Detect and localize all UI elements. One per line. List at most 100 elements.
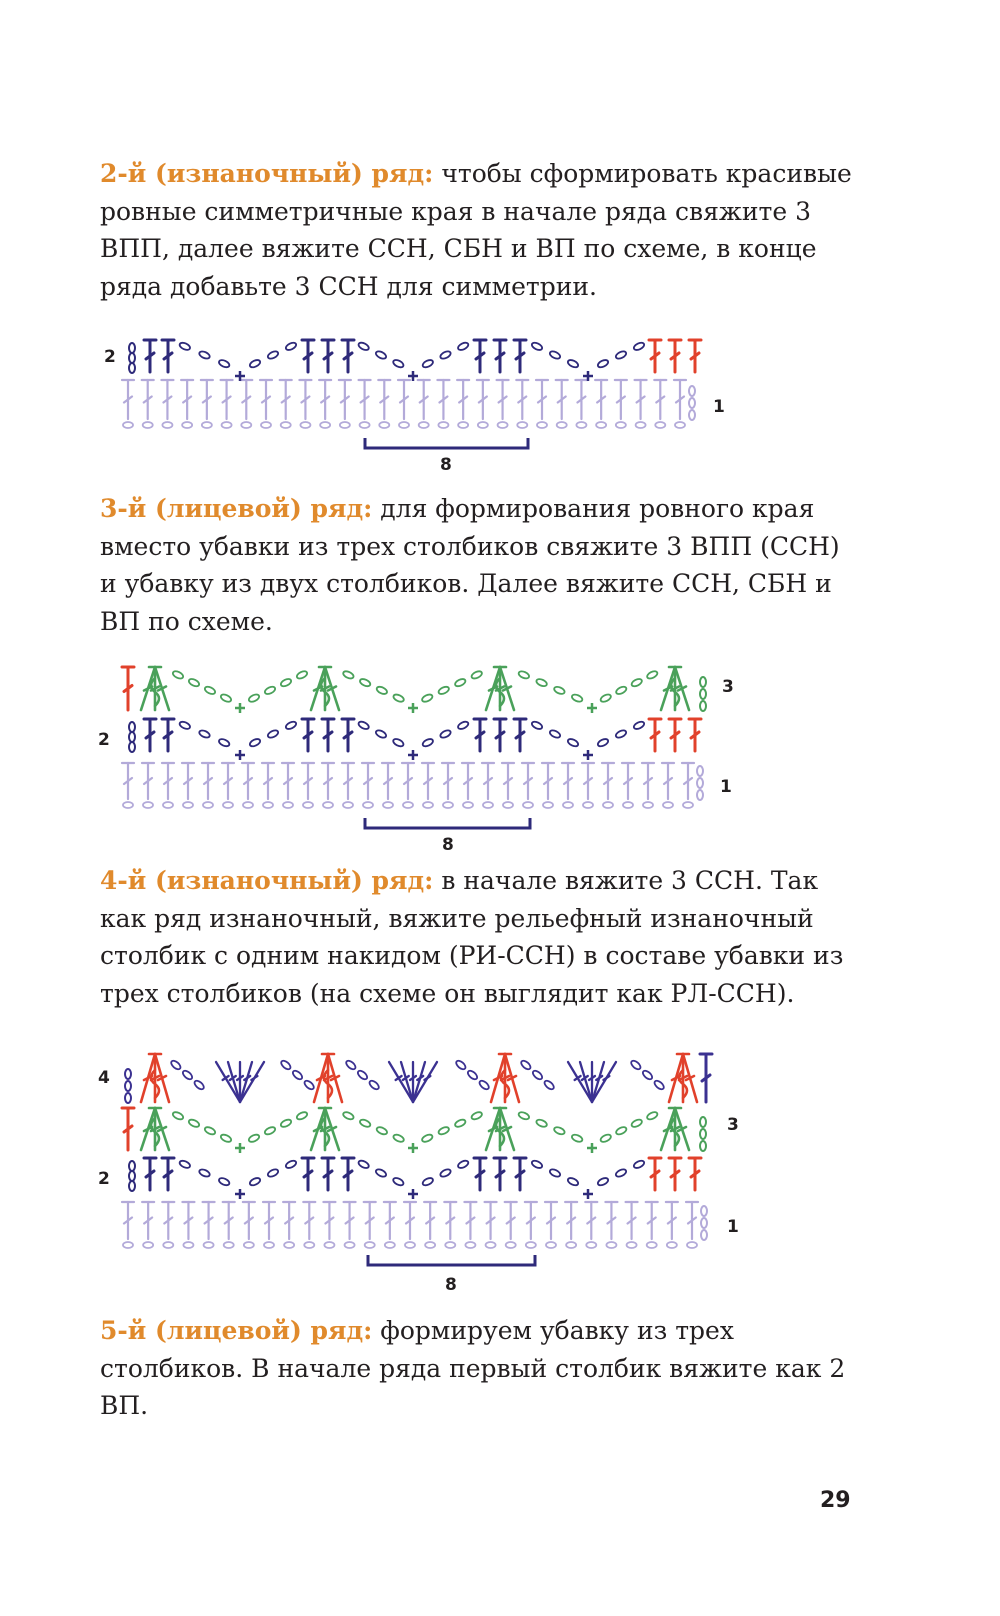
decrease-cluster-stitch	[489, 1052, 521, 1104]
chain-stitch	[392, 693, 405, 703]
chain-stitch	[545, 1241, 557, 1249]
chain-stitch	[457, 720, 470, 730]
chain-stitch	[295, 1111, 309, 1121]
chain-stitch	[614, 729, 628, 739]
chain-stitch	[464, 1241, 477, 1249]
chain-stitch	[122, 801, 134, 809]
chain-stitch	[248, 359, 262, 369]
chain-stitch	[530, 341, 544, 351]
chain-stitch	[530, 720, 544, 730]
double-crochet-stitch	[687, 338, 703, 374]
chain-stitch	[696, 765, 704, 777]
chain-stitch	[368, 1079, 380, 1091]
chain-stitch	[615, 1126, 628, 1136]
chain-stitch	[555, 421, 568, 429]
chain-stitch	[124, 1092, 132, 1104]
row-label-2: 2	[104, 347, 116, 367]
chain-stitch	[585, 1241, 598, 1249]
chain-stitch	[699, 1140, 707, 1152]
chain-stitch	[686, 1241, 698, 1249]
single-crochet-stitch	[235, 1189, 245, 1199]
chain-stitch	[240, 421, 253, 429]
chain-stitch	[266, 1168, 280, 1178]
double-crochet-stitch	[340, 761, 356, 801]
chain-stitch	[303, 1241, 316, 1249]
chain-stitch	[383, 1241, 396, 1249]
double-crochet-stitch	[560, 761, 576, 801]
double-crochet-stitch	[340, 717, 356, 753]
double-crochet-stitch	[322, 1200, 337, 1241]
fan-stitch	[566, 1060, 618, 1104]
crochet-chart-rows-1-4: 4 3 2 1 8	[0, 1040, 1000, 1300]
chain-stitch	[122, 421, 134, 429]
chain-stitch	[599, 693, 612, 703]
chain-stitch	[614, 421, 627, 429]
chain-stitch	[128, 1160, 136, 1172]
double-crochet-stitch	[672, 378, 688, 421]
chain-stitch	[571, 693, 584, 703]
chain-stitch	[595, 421, 608, 429]
chain-stitch	[424, 1241, 437, 1249]
chain-stitch	[128, 1170, 136, 1182]
single-crochet-stitch	[587, 703, 597, 713]
paragraph-lead: 2-й (изнаночный) ряд:	[100, 159, 434, 188]
double-crochet-stitch	[298, 378, 313, 421]
double-crochet-stitch	[584, 1200, 599, 1241]
repeat-bracket	[366, 1255, 537, 1267]
chain-stitch	[178, 720, 191, 730]
chain-stitch	[454, 678, 467, 688]
paragraph-text: для формирования ровного края вместо уба…	[100, 494, 840, 636]
chain-stitch	[632, 1159, 646, 1169]
chain-stitch	[202, 801, 214, 809]
chain-stitch	[362, 801, 374, 809]
chain-stitch	[171, 1111, 185, 1121]
row-label-3: 3	[727, 1115, 739, 1135]
chain-stitch	[302, 801, 314, 809]
chain-stitch	[128, 721, 136, 733]
repeat-label: 8	[445, 1275, 457, 1295]
chain-stitch	[178, 1159, 191, 1169]
chain-stitch	[699, 1128, 707, 1140]
chain-stitch	[198, 729, 211, 739]
double-crochet-stitch	[554, 378, 569, 421]
double-crochet-stitch	[142, 1156, 158, 1192]
chain-stitch	[470, 1111, 483, 1121]
double-crochet-stitch	[647, 338, 663, 374]
chain-stitch	[263, 685, 277, 695]
chain-stitch	[162, 801, 174, 809]
double-crochet-stitch	[604, 1200, 619, 1241]
chain-stitch	[524, 1241, 537, 1249]
chain-stitch	[625, 1241, 638, 1249]
chain-stitch	[699, 700, 707, 712]
chain-stitch	[630, 1059, 642, 1071]
chain-stitch	[439, 729, 452, 739]
fan-stitch	[214, 1060, 266, 1104]
chain-stitch	[476, 421, 489, 429]
chain-stitch	[444, 1241, 457, 1249]
chain-stitch	[280, 1059, 292, 1071]
chain-stitch	[247, 693, 261, 703]
chain-stitch	[279, 421, 292, 429]
chain-stitch	[392, 1177, 405, 1187]
chain-stitch	[596, 359, 610, 369]
row-label-4: 4	[98, 1068, 110, 1088]
double-crochet-stitch	[140, 378, 155, 421]
chain-stitch	[218, 738, 231, 748]
chain-stitch	[279, 1118, 293, 1128]
row-label-2: 2	[98, 1169, 110, 1189]
double-crochet-stitch	[260, 761, 276, 801]
chain-stitch	[161, 421, 174, 429]
double-crochet-stitch	[201, 1200, 216, 1241]
chain-stitch	[338, 421, 351, 429]
double-crochet-stitch	[377, 378, 392, 421]
chain-stitch	[688, 397, 696, 409]
double-crochet-stitch	[258, 378, 274, 421]
chain-stitch	[571, 1133, 584, 1143]
repeat-bracket	[363, 818, 532, 830]
single-crochet-stitch	[408, 1143, 418, 1153]
paragraph-row-3: 3-й (лицевой) ряд: для формирования ровн…	[100, 490, 860, 640]
double-crochet-stitch	[594, 378, 609, 421]
chain-stitch	[553, 685, 566, 695]
double-crochet-stitch	[219, 378, 234, 421]
chain-stitch	[596, 738, 610, 748]
